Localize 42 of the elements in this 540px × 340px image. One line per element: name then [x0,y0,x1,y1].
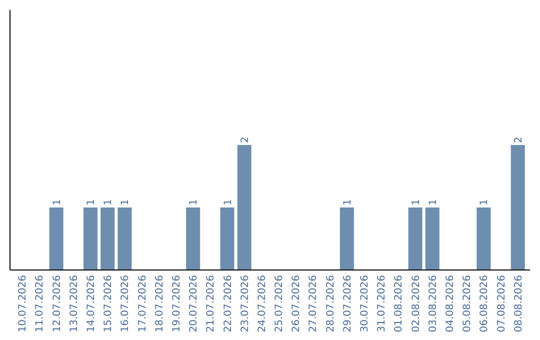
x-tick-label: 28.07.2026 [325,275,336,332]
x-tick-label: 03.08.2026 [428,275,439,332]
x-tick-label: 18.07.2026 [154,275,166,332]
x-tick-label: 13.07.2026 [68,275,80,332]
x-tick-label: 17.07.2026 [137,275,148,332]
x-tick-label: 06.08.2026 [479,275,490,332]
data-label: 1 [479,199,490,206]
x-tick-label: 19.07.2026 [171,275,182,332]
data-label: 2 [513,136,524,143]
x-tick-label: 23.07.2026 [240,275,251,332]
x-tick-label: 29.07.2026 [342,275,354,332]
x-tick-label: 12.07.2026 [52,275,63,332]
x-tick-label: 01.08.2026 [394,275,405,332]
data-label: 1 [120,199,132,206]
x-tick-label: 25.07.2026 [274,275,286,332]
data-label: 1 [188,199,200,206]
x-tick-label: 27.07.2026 [308,275,320,332]
x-tick-label: 07.08.2026 [496,275,508,332]
x-tick-label: 26.07.2026 [291,275,302,332]
data-label: 1 [428,199,439,206]
x-tick-label: 21.07.2026 [206,275,217,332]
x-tick-label: 24.07.2026 [256,275,268,332]
data-label: 1 [86,199,98,206]
data-label: 1 [103,199,114,206]
x-tick-label: 10.07.2026 [18,275,29,332]
x-tick-label: 14.07.2026 [86,275,98,332]
x-tick-label: 15.07.2026 [103,275,114,332]
data-label: 2 [240,136,251,143]
data-label: 1 [52,199,63,206]
data-label: 1 [222,199,234,206]
data-label: 1 [342,199,354,206]
data-label: 1 [410,199,422,206]
x-tick-label: 22.07.2026 [222,275,234,332]
x-tick-label: 08.08.2026 [513,275,524,332]
x-tick-label: 20.07.2026 [188,275,200,332]
x-tick-label: 05.08.2026 [462,275,474,332]
x-tick-label: 16.07.2026 [120,275,132,332]
x-tick-label: 31.07.2026 [376,275,388,332]
x-tick-label: 02.08.2026 [410,275,422,332]
x-tick-label: 30.07.2026 [360,275,371,332]
x-tick-label: 04.08.2026 [444,275,456,332]
x-tick-label: 11.07.2026 [34,275,46,332]
